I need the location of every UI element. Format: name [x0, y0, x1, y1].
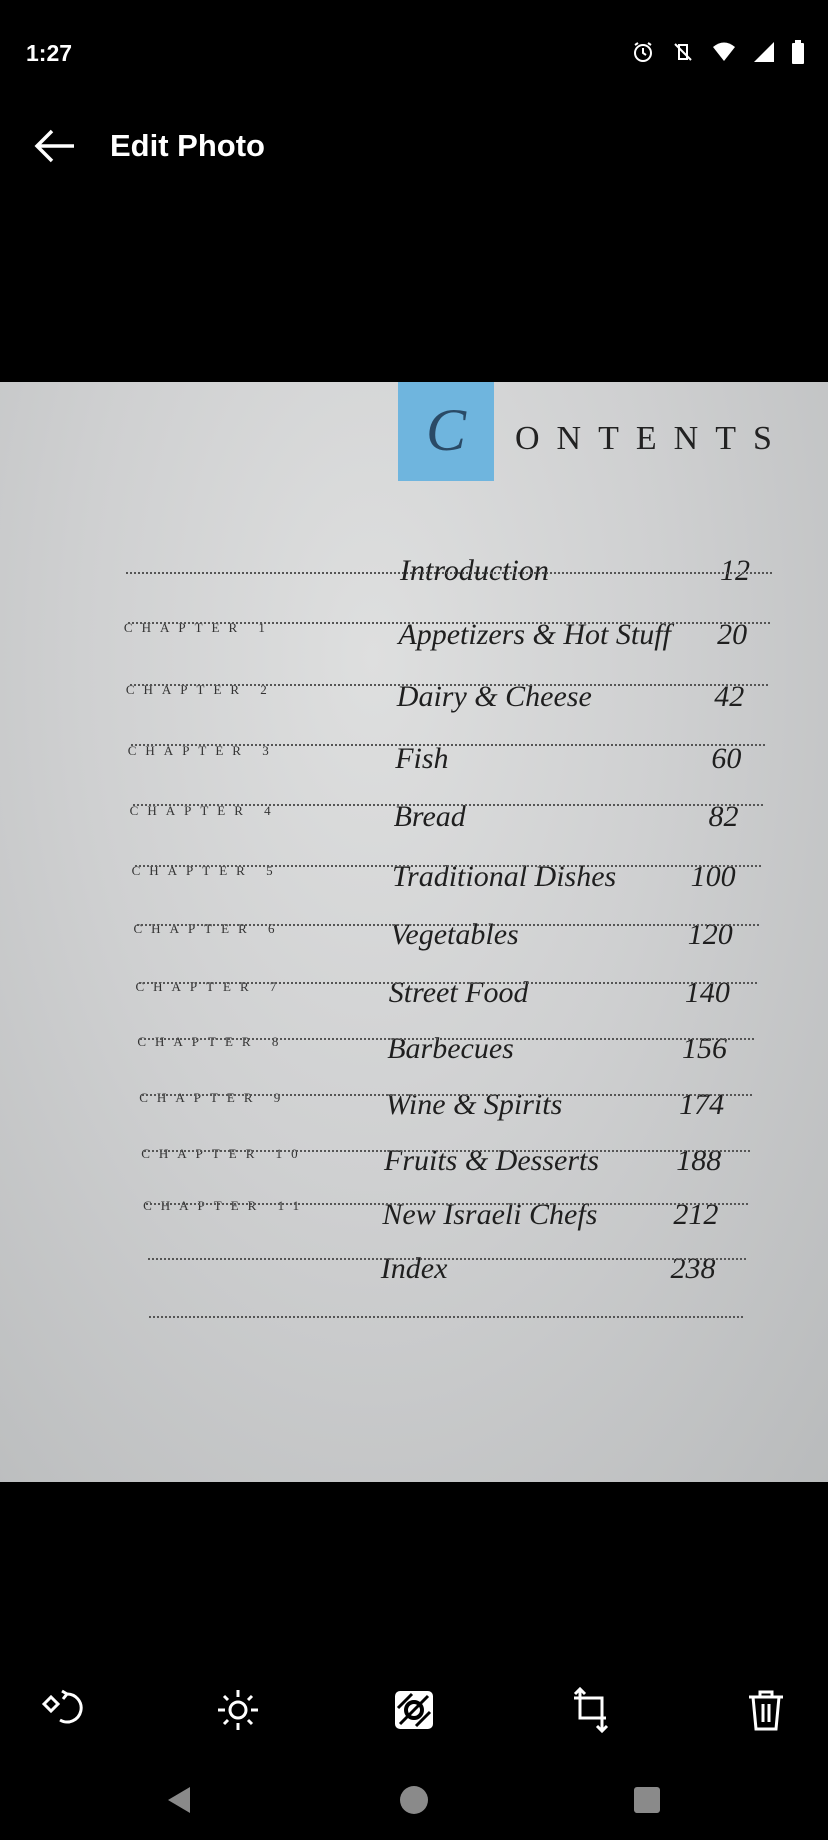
edit-toolbar [0, 1680, 828, 1750]
dotted-divider [145, 1203, 748, 1205]
dotted-divider [147, 1258, 746, 1260]
brightness-button[interactable] [208, 1680, 268, 1740]
toc-chapter-label: CHAPTER 9 [139, 1090, 290, 1105]
toc-entry-page: 140 [684, 976, 730, 1009]
toc-chapter-label: CHAPTER 3 [127, 743, 278, 758]
back-triangle-icon [168, 1787, 190, 1813]
status-bar: 1:27 [0, 0, 828, 100]
filter-button[interactable] [384, 1680, 444, 1740]
signal-icon [754, 42, 774, 62]
dotted-divider [144, 1150, 750, 1152]
toc-entry-title: Fish [395, 742, 449, 775]
toc-entry-page: 156 [681, 1032, 727, 1065]
toc-entry-title: Barbecues [387, 1032, 514, 1065]
toc-entry-page: 120 [687, 918, 733, 951]
dotted-divider [138, 982, 757, 984]
crop-icon [573, 1686, 609, 1734]
dotted-divider [136, 924, 759, 926]
delete-icon [749, 1690, 783, 1731]
toc-chapter-label: CHAPTER 11 [143, 1198, 309, 1213]
filter-icon [395, 1691, 433, 1729]
brightness-icon [218, 1690, 258, 1730]
toc-entry-title: Index [380, 1252, 448, 1285]
heading-rest: ONTENTS [515, 420, 789, 457]
delete-button[interactable] [736, 1680, 796, 1740]
rotate-icon [41, 1689, 83, 1724]
dotted-divider [149, 1316, 744, 1318]
dotted-divider [140, 1038, 755, 1040]
crop-button[interactable] [562, 1680, 622, 1740]
vibrate-off-icon [674, 43, 692, 61]
heading-initial: C [398, 382, 494, 481]
dotted-divider [129, 684, 768, 686]
toc-entry-title: Vegetables [390, 918, 519, 951]
toc-entry-page: 12 [720, 554, 750, 587]
status-time: 1:27 [26, 40, 73, 66]
dotted-divider [126, 572, 772, 574]
toc-entry-title: Wine & Spirits [385, 1088, 563, 1121]
toc-entry-page: 60 [711, 742, 742, 775]
home-circle-icon [400, 1786, 428, 1814]
wifi-icon [713, 42, 735, 61]
toc-chapter-label: CHAPTER 8 [137, 1034, 288, 1049]
toc-entry-page: 188 [676, 1144, 722, 1177]
toc-chapter-label: CHAPTER 10 [141, 1146, 307, 1161]
rotate-button[interactable] [32, 1680, 92, 1740]
toc-entry-page: 238 [670, 1252, 716, 1285]
alarm-icon [634, 42, 652, 62]
nav-recents-button[interactable] [617, 1770, 677, 1830]
dotted-divider [135, 865, 761, 867]
dotted-divider [133, 804, 764, 806]
toc-entry-title: Street Food [388, 976, 529, 1009]
dotted-divider [127, 622, 770, 624]
toc-entry-title: Fruits & Desserts [384, 1144, 600, 1177]
nav-back-button[interactable] [150, 1770, 210, 1830]
photo-preview: C ONTENTS Introduction 12 Appetizers & Hot… [0, 382, 828, 1482]
dotted-divider [142, 1094, 753, 1096]
toc-entry-title: Introduction [400, 554, 549, 587]
back-button[interactable] [34, 128, 76, 164]
toc-entry-page: 174 [679, 1088, 725, 1121]
page-title: Edit Photo [110, 128, 265, 163]
nav-home-button[interactable] [384, 1770, 444, 1830]
battery-icon [792, 40, 804, 64]
recents-square-icon [634, 1787, 660, 1813]
toc-chapter-label: CHAPTER 4 [129, 803, 280, 818]
dotted-divider [131, 744, 766, 746]
